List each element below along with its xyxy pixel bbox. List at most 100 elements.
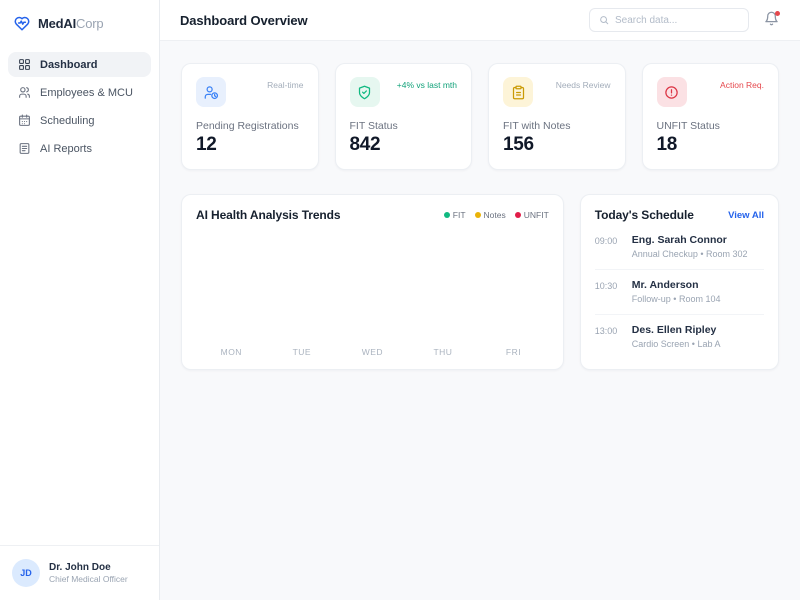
user-profile[interactable]: JD Dr. John Doe Chief Medical Officer [0, 545, 159, 600]
sidebar-item-dashboard[interactable]: Dashboard [8, 52, 151, 77]
stat-card-pending-registrations[interactable]: Real-time Pending Registrations 12 [181, 63, 319, 170]
sidebar-item-scheduling[interactable]: Scheduling [8, 108, 151, 133]
sidebar-item-label: Employees & MCU [40, 86, 133, 99]
sidebar-item-ai-reports[interactable]: AI Reports [8, 136, 151, 161]
sidebar-nav: Dashboard Employees & MCU Scheduling [0, 45, 159, 168]
stat-badge: +4% vs last mth [396, 80, 457, 90]
x-axis-label: WED [361, 347, 384, 357]
main-area: Dashboard Overview [160, 0, 800, 600]
schedule-entry: Mr. Anderson Follow-up • Room 104 [632, 279, 721, 304]
schedule-item[interactable]: 10:30 Mr. Anderson Follow-up • Room 104 [594, 270, 764, 315]
topbar-actions [589, 8, 780, 32]
legend-dot [443, 212, 450, 218]
x-axis-label: THU [433, 347, 453, 357]
schedule-time: 10:30 [594, 281, 618, 291]
legend-dot [474, 212, 481, 218]
stat-card-fit-with-notes[interactable]: Needs Review FIT with Notes 156 [488, 63, 626, 170]
x-axis-label: TUE [292, 347, 312, 357]
schedule-time: 09:00 [594, 236, 618, 246]
chart-x-axis: MON TUE WED THU FRI [196, 347, 549, 359]
sidebar-item-label: Dashboard [40, 58, 98, 71]
sidebar-item-label: Scheduling [40, 114, 95, 127]
brand-logo: MedAICorp [0, 0, 159, 45]
schedule-patient-name: Des. Ellen Ripley [631, 324, 717, 336]
sidebar-item-employees-mcu[interactable]: Employees & MCU [8, 80, 151, 105]
user-role: Chief Medical Officer [49, 574, 128, 584]
schedule-time: 13:00 [594, 326, 618, 336]
bell-icon [764, 11, 778, 26]
panels-row: AI Health Analysis Trends FIT Notes [181, 194, 779, 370]
alert-circle-icon [665, 85, 678, 99]
calendar-icon [19, 114, 30, 126]
chart-legend: FIT Notes UNFIT [443, 210, 549, 220]
stat-label: Pending Registrations [196, 120, 299, 132]
sidebar: MedAICorp Dashboard Employees & MCU [0, 0, 160, 600]
view-all-link[interactable]: View All [728, 209, 764, 221]
schedule-title: Today's Schedule [594, 208, 694, 222]
stat-value: 842 [349, 134, 381, 155]
stat-icon-box [349, 77, 380, 107]
legend-item-unfit: UNFIT [514, 210, 549, 220]
stat-label: FIT Status [349, 120, 398, 132]
notifications-button[interactable] [762, 11, 780, 29]
sidebar-item-label: AI Reports [40, 142, 92, 155]
legend-item-notes: Notes [474, 210, 506, 220]
schedule-detail: Cardio Screen • Lab A [631, 339, 721, 349]
legend-dot [514, 212, 521, 218]
stat-icon-box [503, 77, 533, 107]
stat-card-fit-status[interactable]: +4% vs last mth FIT Status 842 [334, 63, 472, 170]
stat-card-top: Needs Review [503, 77, 611, 107]
schedule-entry: Eng. Sarah Connor Annual Checkup • Room … [632, 234, 748, 259]
chart-header: AI Health Analysis Trends FIT Notes [196, 208, 549, 222]
notification-dot [775, 11, 780, 16]
stat-label: FIT with Notes [503, 120, 571, 132]
schedule-item[interactable]: 13:00 Des. Ellen Ripley Cardio Screen • … [595, 315, 764, 359]
avatar: JD [12, 559, 40, 587]
brand-name: MedAICorp [38, 15, 104, 31]
x-axis-label: FRI [505, 347, 522, 357]
stat-badge: Real-time [267, 80, 304, 90]
stat-badge: Needs Review [555, 80, 611, 90]
page-title: Dashboard Overview [180, 12, 308, 28]
trends-chart-card: AI Health Analysis Trends FIT Notes [181, 194, 564, 370]
stat-value: 156 [503, 134, 534, 155]
stat-badge: Action Req. [720, 80, 764, 90]
clipboard-icon [512, 85, 524, 99]
stats-row: Real-time Pending Registrations 12 +4% v… [181, 63, 779, 170]
legend-label: UNFIT [523, 210, 549, 220]
stat-label: UNFIT Status [656, 120, 720, 132]
user-clock-icon [204, 85, 218, 99]
stat-card-top: Action Req. [656, 77, 764, 107]
shield-check-icon [358, 85, 371, 99]
schedule-detail: Follow-up • Room 104 [631, 294, 721, 304]
search-input[interactable] [615, 14, 739, 26]
chart-title: AI Health Analysis Trends [196, 208, 341, 222]
report-icon [19, 143, 30, 154]
dashboard-content: Real-time Pending Registrations 12 +4% v… [160, 41, 800, 600]
stat-icon-box [656, 77, 687, 107]
schedule-patient-name: Eng. Sarah Connor [631, 234, 727, 246]
topbar: Dashboard Overview [160, 0, 800, 41]
user-info: Dr. John Doe Chief Medical Officer [49, 562, 128, 584]
legend-label: Notes [483, 210, 506, 220]
schedule-item[interactable]: 09:00 Eng. Sarah Connor Annual Checkup •… [594, 225, 764, 270]
schedule-header: Today's Schedule View All [595, 208, 764, 222]
stat-icon-box [196, 77, 226, 107]
stat-value: 18 [656, 134, 678, 155]
schedule-patient-name: Mr. Anderson [631, 279, 699, 291]
legend-item-fit: FIT [443, 210, 466, 220]
search-icon [600, 16, 609, 25]
x-axis-label: MON [220, 347, 242, 357]
stat-card-unfit-status[interactable]: Action Req. UNFIT Status 18 [641, 63, 779, 170]
search-box[interactable] [589, 8, 749, 32]
stat-value: 12 [196, 134, 217, 155]
legend-label: FIT [452, 210, 466, 220]
user-name: Dr. John Doe [49, 562, 111, 573]
users-icon [19, 87, 30, 98]
grid-icon [19, 59, 30, 70]
heart-pulse-icon [14, 16, 30, 31]
schedule-entry: Des. Ellen Ripley Cardio Screen • Lab A [632, 324, 721, 349]
stat-card-top: Real-time [196, 77, 304, 107]
schedule-detail: Annual Checkup • Room 302 [631, 249, 748, 259]
